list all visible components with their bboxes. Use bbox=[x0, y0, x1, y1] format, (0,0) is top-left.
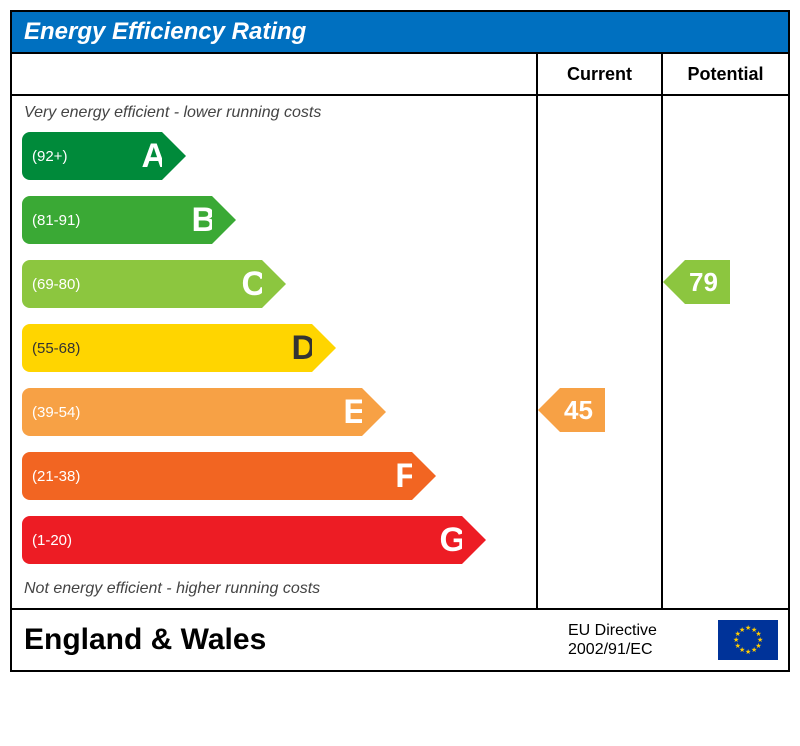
current-value: 45 bbox=[564, 395, 593, 426]
caption-top: Very energy efficient - lower running co… bbox=[22, 102, 526, 128]
band-row-a: (92+) A bbox=[22, 128, 526, 184]
chart-body: Very energy efficient - lower running co… bbox=[12, 96, 536, 608]
directive-line1: EU Directive bbox=[568, 621, 708, 640]
band-row-g: (1-20) G bbox=[22, 512, 526, 568]
current-column: Current 45 bbox=[538, 54, 663, 608]
chart-title: Energy Efficiency Rating bbox=[24, 18, 306, 45]
current-pointer: 45 bbox=[560, 388, 605, 432]
band-range-c: (69-80) bbox=[32, 276, 80, 293]
footer: England & Wales EU Directive 2002/91/EC … bbox=[12, 608, 788, 670]
band-row-d: (55-68) D bbox=[22, 320, 526, 376]
band-row-e: (39-54) E bbox=[22, 384, 526, 440]
band-range-d: (55-68) bbox=[32, 340, 80, 357]
band-range-b: (81-91) bbox=[32, 212, 80, 229]
band-bar-f: (21-38)F bbox=[22, 452, 412, 500]
band-range-f: (21-38) bbox=[32, 468, 80, 485]
band-letter-f: F bbox=[395, 457, 416, 496]
eu-flag-icon: ★★★★★★★★★★★★ bbox=[718, 620, 778, 660]
current-header: Current bbox=[538, 54, 661, 96]
band-letter-d: D bbox=[291, 329, 316, 368]
title-bar: Energy Efficiency Rating bbox=[12, 12, 788, 52]
band-bar-b: (81-91)B bbox=[22, 196, 212, 244]
bands-host: (92+) A (81-91) B (69-80) C (55-68) D (39-54) E (2… bbox=[22, 128, 526, 568]
band-row-c: (69-80) C bbox=[22, 256, 526, 312]
footer-region: England & Wales bbox=[12, 610, 568, 670]
band-bar-c: (69-80)C bbox=[22, 260, 262, 308]
band-row-b: (81-91) B bbox=[22, 192, 526, 248]
band-letter-b: B bbox=[191, 201, 216, 240]
band-bar-g: (1-20)G bbox=[22, 516, 462, 564]
band-range-e: (39-54) bbox=[32, 404, 80, 421]
eu-flag-wrap: ★★★★★★★★★★★★ bbox=[708, 610, 788, 670]
bands-column: Very energy efficient - lower running co… bbox=[12, 54, 538, 608]
band-letter-g: G bbox=[440, 521, 466, 560]
caption-bottom: Not energy efficient - higher running co… bbox=[22, 576, 526, 602]
potential-value: 79 bbox=[689, 267, 718, 298]
band-letter-c: C bbox=[241, 265, 266, 304]
chart-grid: Very energy efficient - lower running co… bbox=[12, 52, 788, 608]
potential-pointer: 79 bbox=[685, 260, 730, 304]
potential-column: Potential 79 bbox=[663, 54, 788, 608]
footer-directive: EU Directive 2002/91/EC bbox=[568, 610, 708, 670]
band-letter-a: A bbox=[141, 137, 166, 176]
band-row-f: (21-38) F bbox=[22, 448, 526, 504]
band-range-g: (1-20) bbox=[32, 532, 72, 549]
band-range-a: (92+) bbox=[32, 148, 67, 165]
epc-chart: Energy Efficiency Rating Very energy eff… bbox=[10, 10, 790, 672]
potential-header: Potential bbox=[663, 54, 788, 96]
bands-header-empty bbox=[12, 54, 536, 96]
band-bar-e: (39-54)E bbox=[22, 388, 362, 436]
directive-line2: 2002/91/EC bbox=[568, 640, 708, 659]
band-letter-e: E bbox=[343, 393, 366, 432]
band-bar-a: (92+)A bbox=[22, 132, 162, 180]
band-bar-d: (55-68)D bbox=[22, 324, 312, 372]
